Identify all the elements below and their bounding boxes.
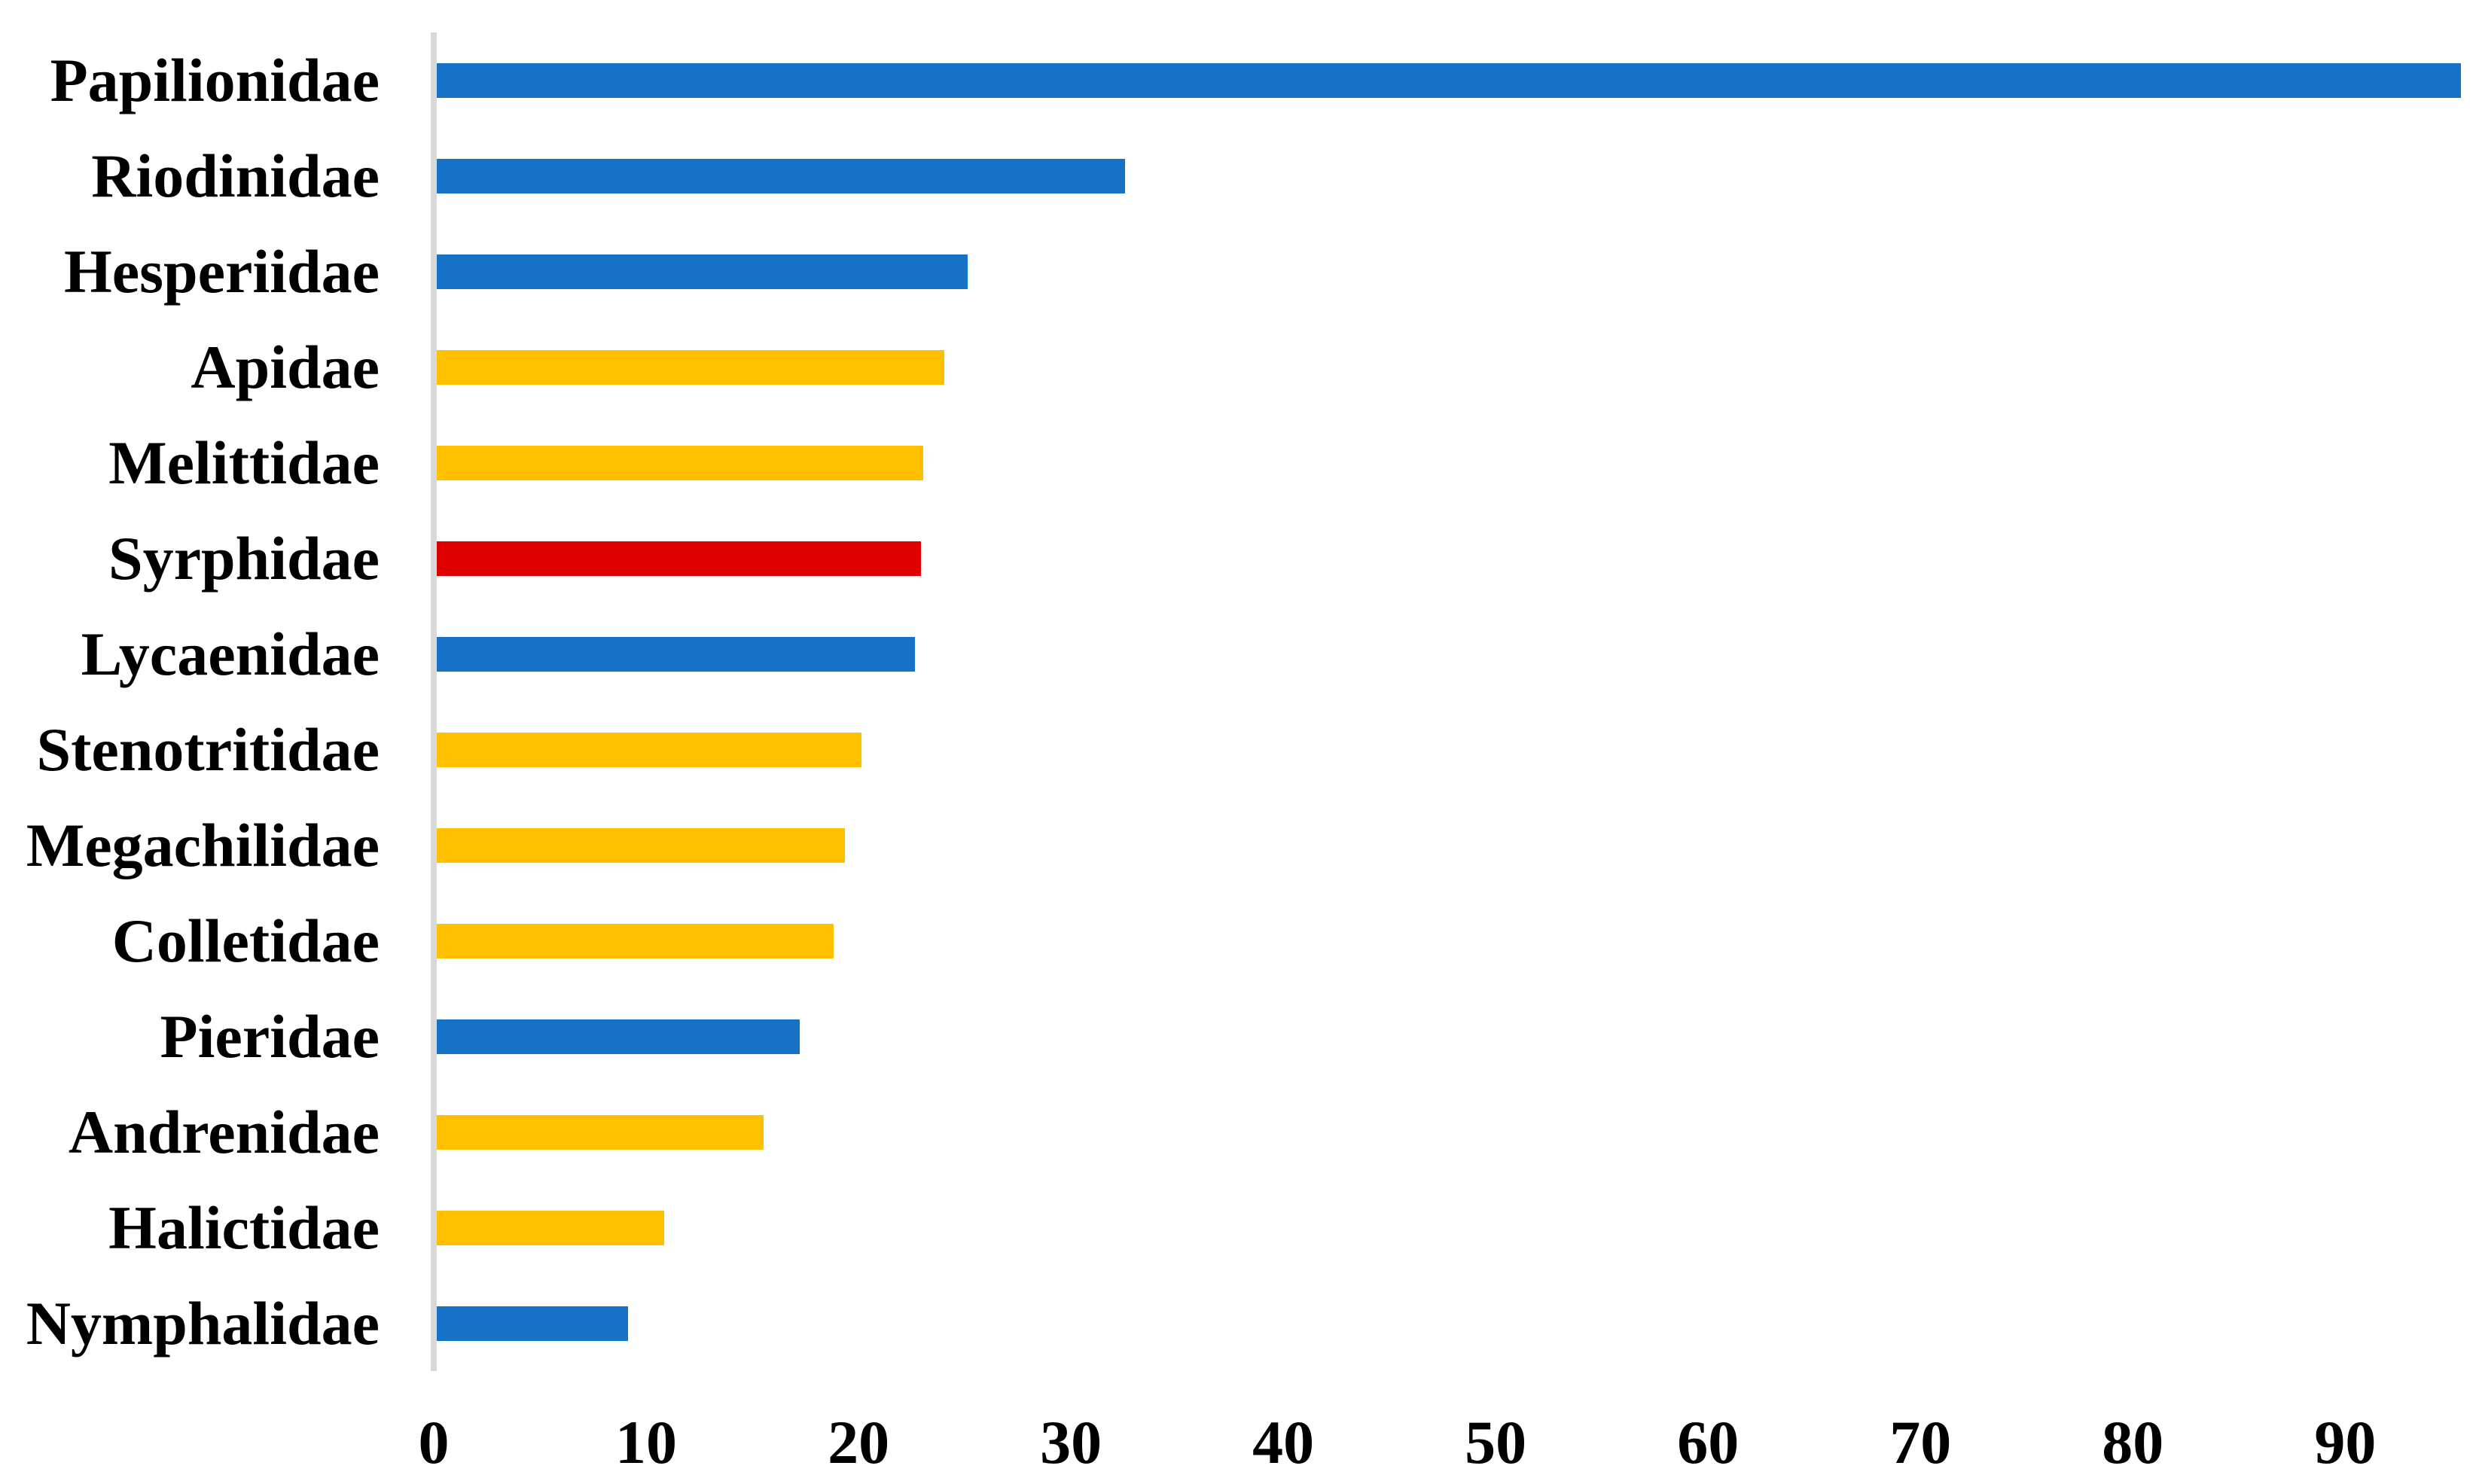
category-label: Stenotritidae (36, 715, 380, 784)
category-label: Halictidae (108, 1193, 380, 1262)
category-label: Nymphalidae (26, 1288, 380, 1358)
x-tick-label: 60 (1677, 1408, 1740, 1476)
bar-apidae (437, 349, 945, 385)
x-tick-label: 0 (418, 1408, 450, 1476)
category-label: Papilionidae (50, 45, 380, 114)
x-tick-label: 80 (2102, 1408, 2164, 1476)
bar-melittidae (437, 445, 923, 480)
category-label: Apidae (191, 332, 380, 401)
category-label: Andrenidae (68, 1097, 380, 1166)
x-tick-label: 40 (1252, 1408, 1315, 1476)
bar-lycaenidae (437, 636, 915, 672)
x-tick-label: 70 (1889, 1408, 1952, 1476)
category-label: Riodinidae (91, 141, 380, 210)
bar-hesperiidae (437, 254, 968, 289)
bar-colletidae (437, 923, 834, 958)
x-tick-label: 90 (2314, 1408, 2377, 1476)
category-label: Syrphidae (108, 523, 380, 593)
x-tick-label: 50 (1465, 1408, 1527, 1476)
bar-riodinidae (437, 158, 1125, 193)
bar-megachilidae (437, 827, 845, 863)
category-label: Megachilidae (26, 810, 380, 879)
y-axis-line (431, 32, 437, 1371)
bar-andrenidae (437, 1114, 764, 1150)
bar-papilionidae (437, 62, 2461, 98)
x-tick-label: 30 (1040, 1408, 1102, 1476)
category-label: Melittidae (108, 428, 380, 497)
category-label: Lycaenidae (81, 619, 380, 688)
bar-stenotritidae (437, 732, 862, 767)
category-label: Pieridae (160, 1001, 380, 1071)
bar-syrphidae (437, 541, 922, 576)
x-tick-label: 20 (828, 1408, 890, 1476)
category-label: Hesperiidae (63, 236, 380, 306)
bar-nymphalidae (437, 1306, 628, 1341)
x-tick-label: 10 (615, 1408, 678, 1476)
category-label: Colletidae (111, 906, 380, 975)
bar-halictidae (437, 1210, 664, 1245)
bar-pieridae (437, 1019, 800, 1054)
